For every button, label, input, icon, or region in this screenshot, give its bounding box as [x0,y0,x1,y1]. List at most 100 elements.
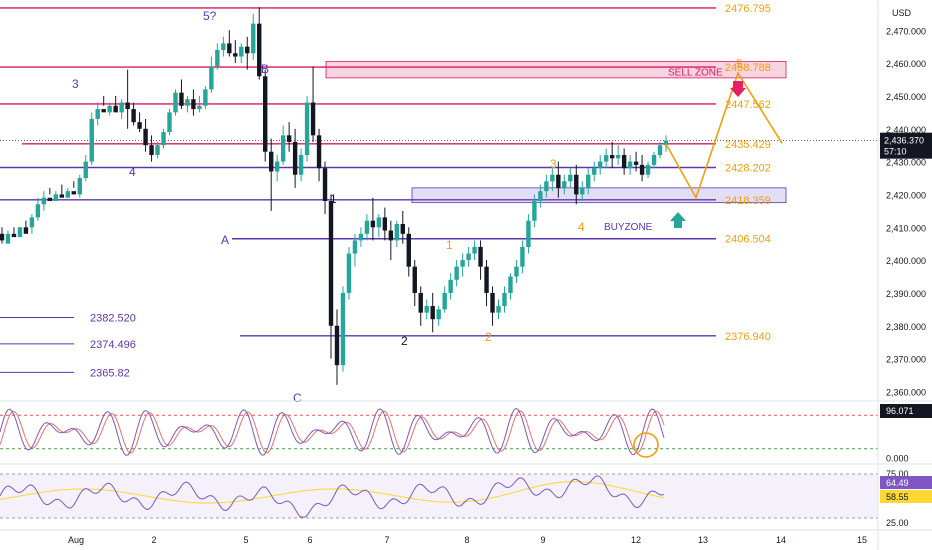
candle-body [502,292,507,307]
current-price-badge [880,132,932,159]
candle-body [29,217,35,228]
osc2-value-label: 64.49 [886,478,909,488]
candle-body [173,92,178,113]
candle-body [107,105,112,113]
candle-body [580,187,585,195]
candle-body [304,102,310,156]
oscillator-2-panel[interactable] [0,473,878,519]
candle-body [532,201,537,221]
buy-arrow-icon [670,212,686,228]
osc2-band [0,474,878,518]
price-tick-label: 2,420.000 [886,190,926,200]
osc1-main-line [0,407,665,456]
time-tick-label: 15 [857,535,867,545]
candle-body [568,174,573,182]
osc1-value-badge [880,404,932,418]
price-tick-label: 2,450.000 [886,92,926,102]
wave-label: 2 [401,334,408,348]
candle-body [352,240,358,254]
candle-body [424,306,429,313]
osc2-main-line [0,475,665,518]
levels-layer: 2476.795 2458.788 2447.562 2435.429 2428.202… [0,3,878,379]
time-tick-label: 12 [631,535,641,545]
candle-body [316,135,322,169]
candle-body [627,161,633,169]
candle-body [197,105,202,110]
osc2-ma-label: 58.55 [886,492,909,502]
osc1-value-label: 96.071 [886,406,914,416]
candle-body [137,122,142,129]
left-level-label: 2382.520 [90,312,136,324]
candle-body [400,223,405,234]
price-plot[interactable] [0,0,878,550]
sell-arrow-icon [730,81,746,97]
price-tick-label: 2,440.000 [886,125,926,135]
price-tick-label: 2,360.000 [886,387,926,397]
candle-body [526,220,531,247]
candle-body [292,141,298,175]
candle-body [394,223,400,241]
candle-body [83,161,88,179]
projection-layer [665,71,783,228]
wave-labels-layer: 5? 3 4 B A C 1 2 1 2 3 4 5 [72,9,743,405]
candle-body [257,23,262,77]
candle-body [460,260,465,267]
candle-body [406,233,411,267]
candle-body [233,53,238,57]
candle-body [203,89,208,106]
candle-body [520,246,525,267]
candle-body [550,174,555,182]
candle-body [370,220,376,228]
candle-body [592,168,597,175]
price-tick-label: 2,470.000 [886,26,926,36]
candle-body [586,174,591,188]
candle-body [131,109,136,123]
candle-body [89,118,94,162]
candle-body [167,112,172,133]
candle-body [346,253,352,293]
candle-body [161,132,166,146]
candle-body [274,161,280,172]
candle-body [633,161,639,165]
candle-body [412,266,417,293]
candle-body [41,197,47,205]
candle-body [11,233,17,238]
oscillator-1-panel[interactable] [0,407,878,458]
candle-body [663,140,669,146]
candle-body [657,145,663,156]
level-label: 2435.429 [725,139,771,151]
candle-body [430,306,435,320]
candle-body [615,155,621,159]
candle-body [209,66,214,90]
candle-body [609,155,615,159]
candle-body [597,161,603,169]
time-tick-label: 7 [384,535,389,545]
wave-label: B [261,62,269,76]
price-tick-label: 2,390.000 [886,289,926,299]
candle-body [71,191,76,195]
candle-body [5,233,11,244]
time-tick-label: 14 [776,535,786,545]
candle-body [185,99,190,106]
candle-body [53,194,59,201]
time-tick-label: 8 [464,535,469,545]
time-tick-label: 13 [698,535,708,545]
candle-body [191,99,196,110]
candle-body [478,246,483,267]
candle-body [23,227,29,234]
candle-body [442,292,447,310]
candle-body [113,105,118,113]
osc2-ma-badge [880,490,932,503]
candle-body [47,197,53,201]
countdown-label: 57:10 [884,147,907,157]
projection-path [665,71,783,200]
wave-label: 4 [129,165,136,179]
candle-body [77,178,82,195]
time-tick-label: Aug [68,535,84,545]
candle-body [538,191,543,201]
candle-body [310,102,316,136]
time-tick-label: 9 [540,535,545,545]
candle-body [280,135,286,162]
